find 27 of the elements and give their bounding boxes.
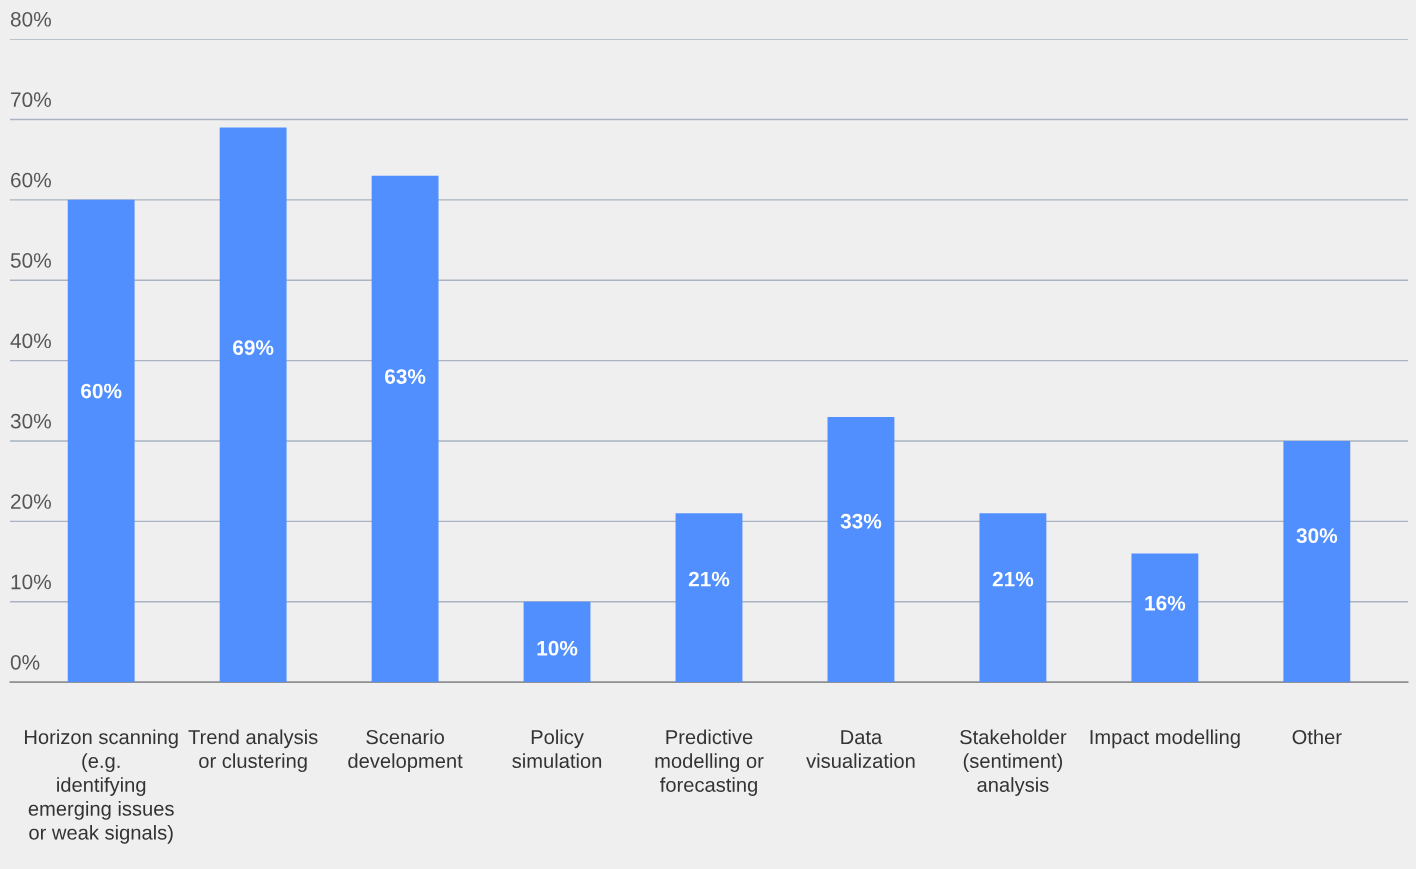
data-label: 21%	[992, 571, 1034, 587]
y-tick-label: 10%	[11, 574, 51, 590]
y-tick-label: 70%	[11, 92, 51, 108]
x-tick-label: Impact modelling	[1090, 729, 1240, 749]
x-tick-label: Horizon scanning (e.g. identifying emerging issues or weak signals)	[25, 729, 178, 844]
y-tick-label: 50%	[10, 253, 51, 268]
y-tick-label: 80%	[10, 11, 51, 27]
y-tick-label: 60%	[11, 172, 51, 188]
x-tick-label: Scenario development	[348, 729, 463, 773]
x-tick-label: Trend analysis or clustering	[188, 729, 318, 773]
x-tick-label: Data visualization	[806, 730, 915, 769]
data-label: 60%	[81, 383, 122, 399]
data-label: 21%	[688, 571, 730, 587]
x-tick-label: Predictive modelling or forecasting	[655, 729, 764, 796]
data-label: 69%	[233, 340, 274, 355]
data-label: 63%	[385, 369, 426, 384]
y-tick-label: 0%	[10, 654, 40, 670]
data-label: 33%	[840, 513, 882, 529]
y-tick-label: 30%	[10, 413, 51, 429]
y-tick-label: 20%	[11, 494, 51, 509]
data-label: 30%	[1296, 528, 1338, 544]
data-label: 10%	[537, 640, 578, 656]
data-label: 16%	[1145, 595, 1186, 611]
x-tick-label: Other	[1292, 729, 1342, 745]
x-tick-label: Stakeholder (sentiment) analysis	[960, 729, 1067, 796]
x-tick-label: Policy simulation	[512, 729, 602, 769]
y-tick-label: 40%	[10, 333, 51, 349]
